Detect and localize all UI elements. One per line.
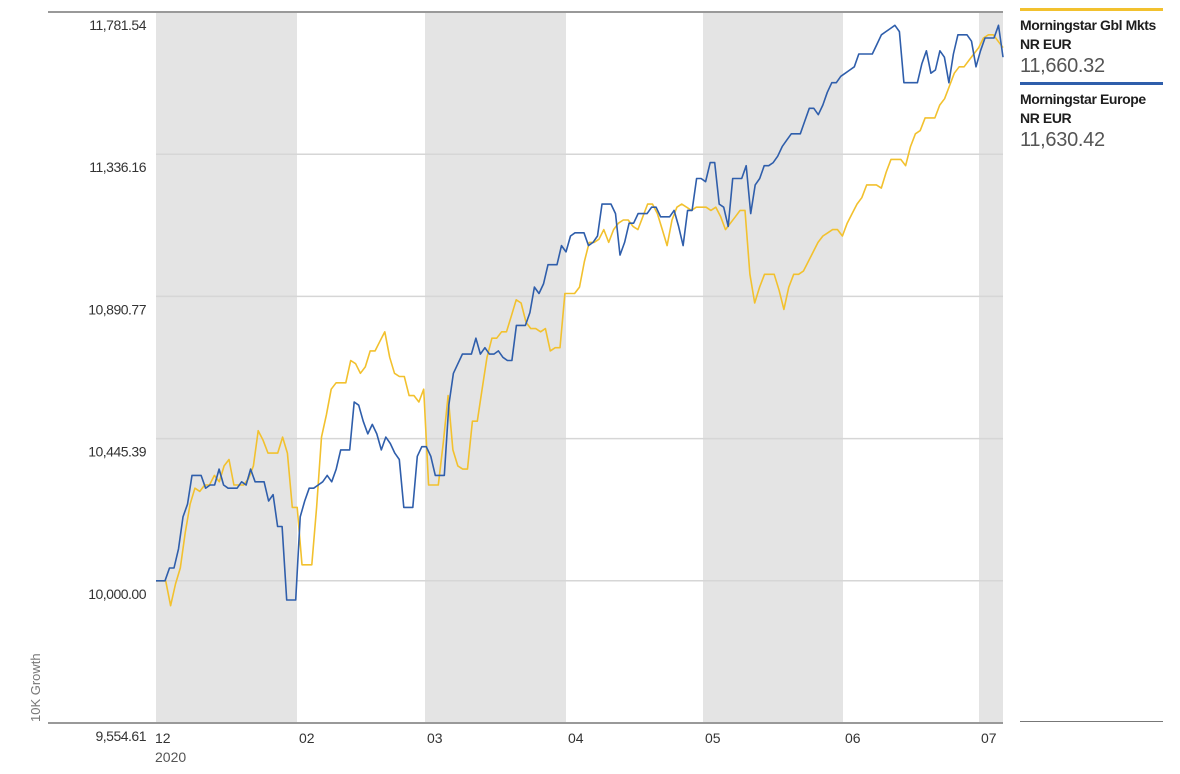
month-band bbox=[703, 12, 843, 723]
y-tick-label: 11,336.16 bbox=[89, 159, 146, 175]
month-bands bbox=[156, 12, 1003, 723]
legend-series-value: 11,630.42 bbox=[1020, 129, 1105, 151]
y-axis-label: 10K Growth bbox=[28, 653, 43, 722]
legend-item-gbl-mkts: Morningstar Gbl Mkts NR EUR 11,660.32 bbox=[1020, 8, 1163, 78]
x-tick-label: 03 bbox=[427, 730, 443, 746]
legend-series-name: Morningstar Gbl Mkts NR EUR bbox=[1020, 17, 1156, 52]
month-band bbox=[156, 12, 297, 723]
month-band bbox=[425, 12, 566, 723]
x-tick-label: 02 bbox=[299, 730, 315, 746]
series-lines bbox=[156, 24, 1004, 607]
x-tick-label: 07 bbox=[981, 730, 997, 746]
legend: Morningstar Gbl Mkts NR EUR 11,660.32 Mo… bbox=[1020, 8, 1163, 156]
y-tick-labels: 9,554.61 10,000.00 10,445.39 10,890.77 11,33… bbox=[88, 17, 147, 744]
legend-item-europe: Morningstar Europe NR EUR 11,630.42 bbox=[1020, 82, 1163, 152]
series-line-1 bbox=[156, 24, 1004, 601]
x-tick-label: 04 bbox=[568, 730, 584, 746]
y-tick-label: 9,554.61 bbox=[96, 728, 147, 744]
x-tick-label: 12 bbox=[155, 730, 171, 746]
legend-series-name: Morningstar Europe NR EUR bbox=[1020, 91, 1146, 126]
y-tick-label: 10,000.00 bbox=[88, 586, 146, 602]
x-tick-labels: 12 2020 02 03 04 05 06 07 bbox=[155, 730, 997, 765]
y-tick-label: 10,445.39 bbox=[88, 444, 146, 460]
x-tick-label: 05 bbox=[705, 730, 721, 746]
x-tick-sublabel: 2020 bbox=[155, 749, 186, 765]
y-tick-label: 10,890.77 bbox=[88, 301, 146, 317]
legend-baseline bbox=[1020, 721, 1163, 722]
month-band bbox=[979, 12, 1003, 723]
x-tick-label: 06 bbox=[845, 730, 861, 746]
series-line-0 bbox=[156, 33, 1004, 607]
y-tick-label: 11,781.54 bbox=[89, 17, 146, 33]
legend-series-value: 11,660.32 bbox=[1020, 55, 1105, 77]
